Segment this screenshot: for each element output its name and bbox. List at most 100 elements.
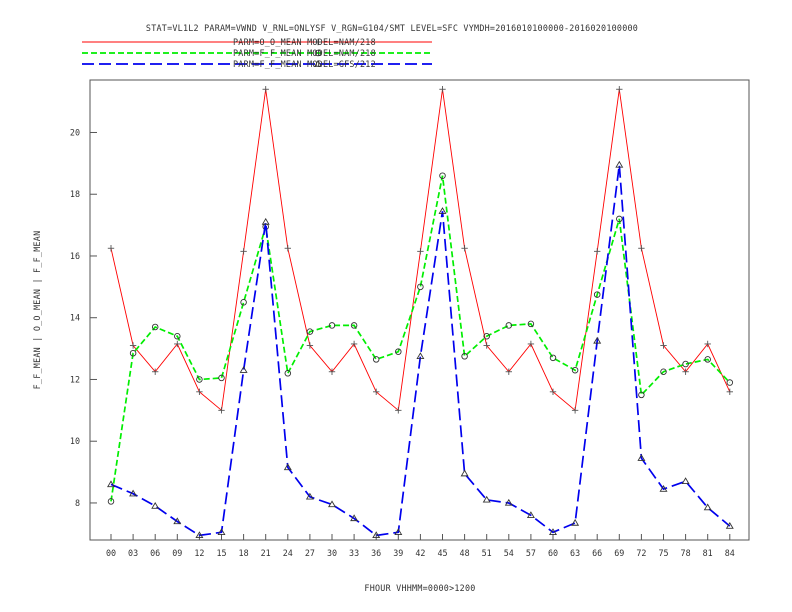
data-point: [461, 353, 468, 360]
data-point: [262, 86, 269, 93]
data-point: [240, 248, 247, 255]
data-point: [504, 498, 513, 506]
data-point: [240, 299, 247, 306]
data-point: [373, 388, 380, 396]
legend-label: PARM=O_O_MEAN MODEL=NAM/218: [233, 37, 376, 47]
data-point: [681, 477, 690, 485]
data-point: [571, 518, 580, 526]
data-point: [314, 59, 322, 67]
x-tick-label: 36: [371, 548, 381, 558]
data-point: [527, 340, 535, 348]
data-point: [549, 388, 557, 396]
legend-label: PARM=F_F_MEAN MODEL=GFS/212: [233, 59, 376, 69]
y-tick-label: 16: [70, 251, 80, 261]
x-tick-label: 66: [592, 548, 602, 558]
data-point: [571, 366, 579, 374]
x-tick-label: 72: [636, 548, 646, 558]
x-tick-label: 03: [128, 548, 138, 558]
x-tick-label: 45: [437, 548, 447, 558]
plot-frame: [89, 79, 750, 541]
legend-entry: PARM=O_O_MEAN MODEL=NAM/218: [82, 37, 432, 47]
data-point: [395, 407, 402, 414]
data-point: [173, 517, 182, 525]
x-tick-label: 48: [460, 548, 470, 558]
x-tick-label: 27: [305, 548, 315, 558]
data-point: [660, 342, 667, 349]
data-point: [350, 514, 359, 522]
data-point: [284, 245, 291, 252]
series-1: [107, 86, 733, 414]
x-tick-label: 57: [526, 548, 536, 558]
legend-entry: PARM=F_F_MEAN MODEL=NAM/218: [82, 48, 432, 58]
x-tick-label: 78: [681, 548, 691, 558]
data-point: [261, 217, 270, 225]
data-point: [152, 368, 159, 375]
data-point: [593, 336, 602, 344]
data-point: [350, 340, 358, 348]
data-point: [505, 368, 512, 375]
data-point: [284, 370, 292, 377]
data-point: [593, 291, 601, 298]
data-point: [505, 322, 513, 329]
series-3: [107, 160, 734, 539]
y-tick-label: 18: [70, 189, 80, 199]
data-point: [526, 511, 535, 518]
data-point: [460, 469, 469, 477]
y-tick-label: 20: [70, 127, 80, 137]
data-point: [438, 207, 447, 214]
data-point: [218, 407, 225, 414]
data-point: [417, 283, 424, 291]
data-point: [726, 379, 734, 386]
data-point: [638, 245, 645, 252]
x-tick-label: 69: [614, 548, 624, 558]
x-tick-label: 81: [703, 548, 713, 558]
data-point: [107, 480, 115, 488]
series-line: [110, 175, 731, 502]
data-point: [394, 528, 403, 535]
data-point: [482, 495, 491, 503]
x-tick-label: 51: [482, 548, 492, 558]
legend-label: PARM=F_F_MEAN MODEL=NAM/218: [233, 48, 376, 58]
data-point: [660, 368, 667, 375]
data-point: [217, 528, 226, 535]
x-tick-label: 33: [349, 548, 359, 558]
data-point: [439, 172, 446, 179]
data-point: [218, 374, 225, 382]
data-point: [350, 322, 358, 329]
y-tick-label: 8: [75, 498, 80, 508]
data-point: [372, 356, 380, 363]
data-point: [594, 248, 601, 255]
data-point: [314, 38, 322, 46]
data-point: [196, 388, 203, 396]
series-line: [110, 164, 731, 537]
data-point: [129, 489, 138, 497]
data-point: [549, 354, 557, 362]
data-point: [306, 342, 314, 349]
data-point: [372, 531, 381, 539]
x-tick-label: 30: [327, 548, 337, 558]
x-tick-label: 75: [658, 548, 668, 558]
y-axis-label: F_F_MEAN | O_O_MEAN | F_F_MEAN: [32, 231, 42, 390]
data-point: [107, 245, 115, 252]
x-axis-label: FHOUR VHHMM=0000>1200: [364, 583, 475, 593]
data-point: [328, 368, 336, 375]
data-point: [129, 349, 137, 357]
data-point: [726, 388, 733, 396]
data-point: [328, 322, 336, 329]
x-tick-label: 42: [415, 548, 425, 558]
data-point: [704, 356, 711, 363]
data-point: [283, 463, 292, 471]
y-axis: 8 10 12 14 16 18 20: [70, 127, 97, 508]
data-point: [725, 522, 734, 529]
x-tick-label: 63: [570, 548, 580, 558]
legend: PARM=O_O_MEAN MODEL=NAM/218PARM=F_F_MEAN…: [82, 37, 432, 69]
data-point: [659, 484, 668, 492]
data-point: [638, 391, 645, 399]
data-point: [306, 328, 314, 335]
data-point: [314, 49, 322, 57]
data-point: [637, 454, 646, 461]
data-point: [328, 500, 336, 508]
y-tick-label: 12: [70, 374, 80, 384]
data-point: [107, 498, 115, 505]
